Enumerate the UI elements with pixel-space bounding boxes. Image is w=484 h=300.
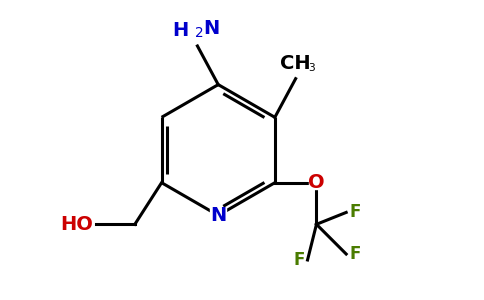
Text: F: F xyxy=(349,203,361,221)
Text: F: F xyxy=(293,251,304,269)
Bar xyxy=(210,208,227,223)
Text: $_3$: $_3$ xyxy=(308,59,316,74)
Text: O: O xyxy=(308,173,325,192)
Text: F: F xyxy=(349,245,361,263)
Text: $_2$N: $_2$N xyxy=(195,19,220,40)
Text: CH: CH xyxy=(280,54,311,73)
Text: N: N xyxy=(210,206,227,225)
Text: H: H xyxy=(172,21,188,40)
Text: HO: HO xyxy=(60,215,93,234)
Bar xyxy=(309,176,324,189)
